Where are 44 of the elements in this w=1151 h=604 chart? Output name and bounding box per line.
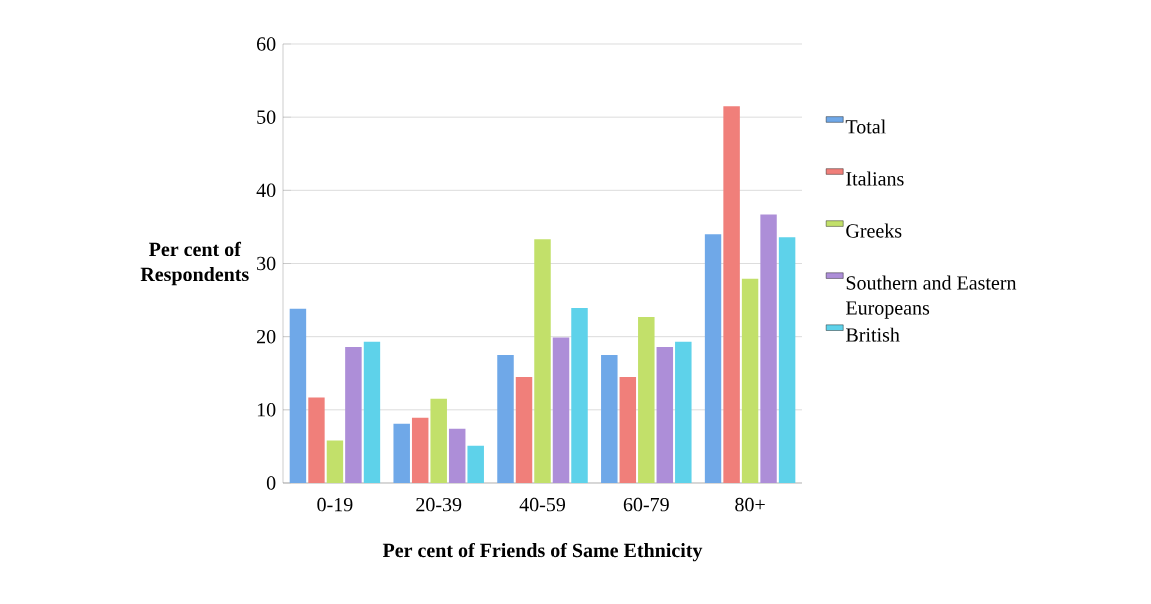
y-axis-title: Per cent of Respondents (140, 241, 249, 286)
y-tick-label: 60 (257, 37, 276, 51)
legend-label: Italians (846, 171, 904, 186)
legend-label: Greeks (846, 223, 902, 238)
y-tick-label: 10 (257, 403, 276, 417)
bar (656, 346, 674, 483)
bar (393, 423, 410, 483)
bar (601, 354, 618, 483)
bar (345, 346, 362, 483)
legend-label: Total (845, 119, 886, 134)
bar (448, 428, 466, 483)
x-tick-label: 60-79 (623, 497, 669, 512)
bar (638, 316, 655, 483)
bar (289, 308, 307, 483)
y-tick-label: 30 (257, 256, 276, 271)
x-tick-label: 0-19 (317, 497, 353, 512)
y-tick-label: 0 (266, 476, 276, 490)
bar (326, 440, 344, 483)
bar (723, 106, 740, 483)
y-tick-label: 40 (256, 183, 276, 198)
y-tick-label: 20 (257, 329, 276, 344)
bar (534, 239, 551, 483)
x-axis-title: Per cent of Friends of Same Ethnicity (382, 542, 703, 562)
bar (515, 376, 533, 483)
x-tick-label: 80+ (735, 497, 765, 512)
bar (411, 417, 429, 483)
legend-label: British (846, 327, 900, 342)
bar (675, 341, 692, 483)
x-tick-label: 20-39 (416, 497, 462, 512)
legend-label: Southern and Eastern Europeans (846, 275, 1017, 319)
bar (497, 354, 514, 483)
bar (741, 278, 759, 483)
bar (760, 214, 777, 483)
bar (430, 398, 447, 483)
x-tick-label: 40-59 (519, 497, 566, 512)
bar (467, 445, 484, 483)
bar (778, 237, 796, 483)
bar (619, 376, 637, 483)
bar (571, 308, 588, 483)
y-tick-label: 50 (257, 110, 276, 124)
bar (363, 341, 381, 483)
bar (704, 234, 722, 483)
bar (552, 337, 570, 483)
bar (308, 397, 325, 483)
